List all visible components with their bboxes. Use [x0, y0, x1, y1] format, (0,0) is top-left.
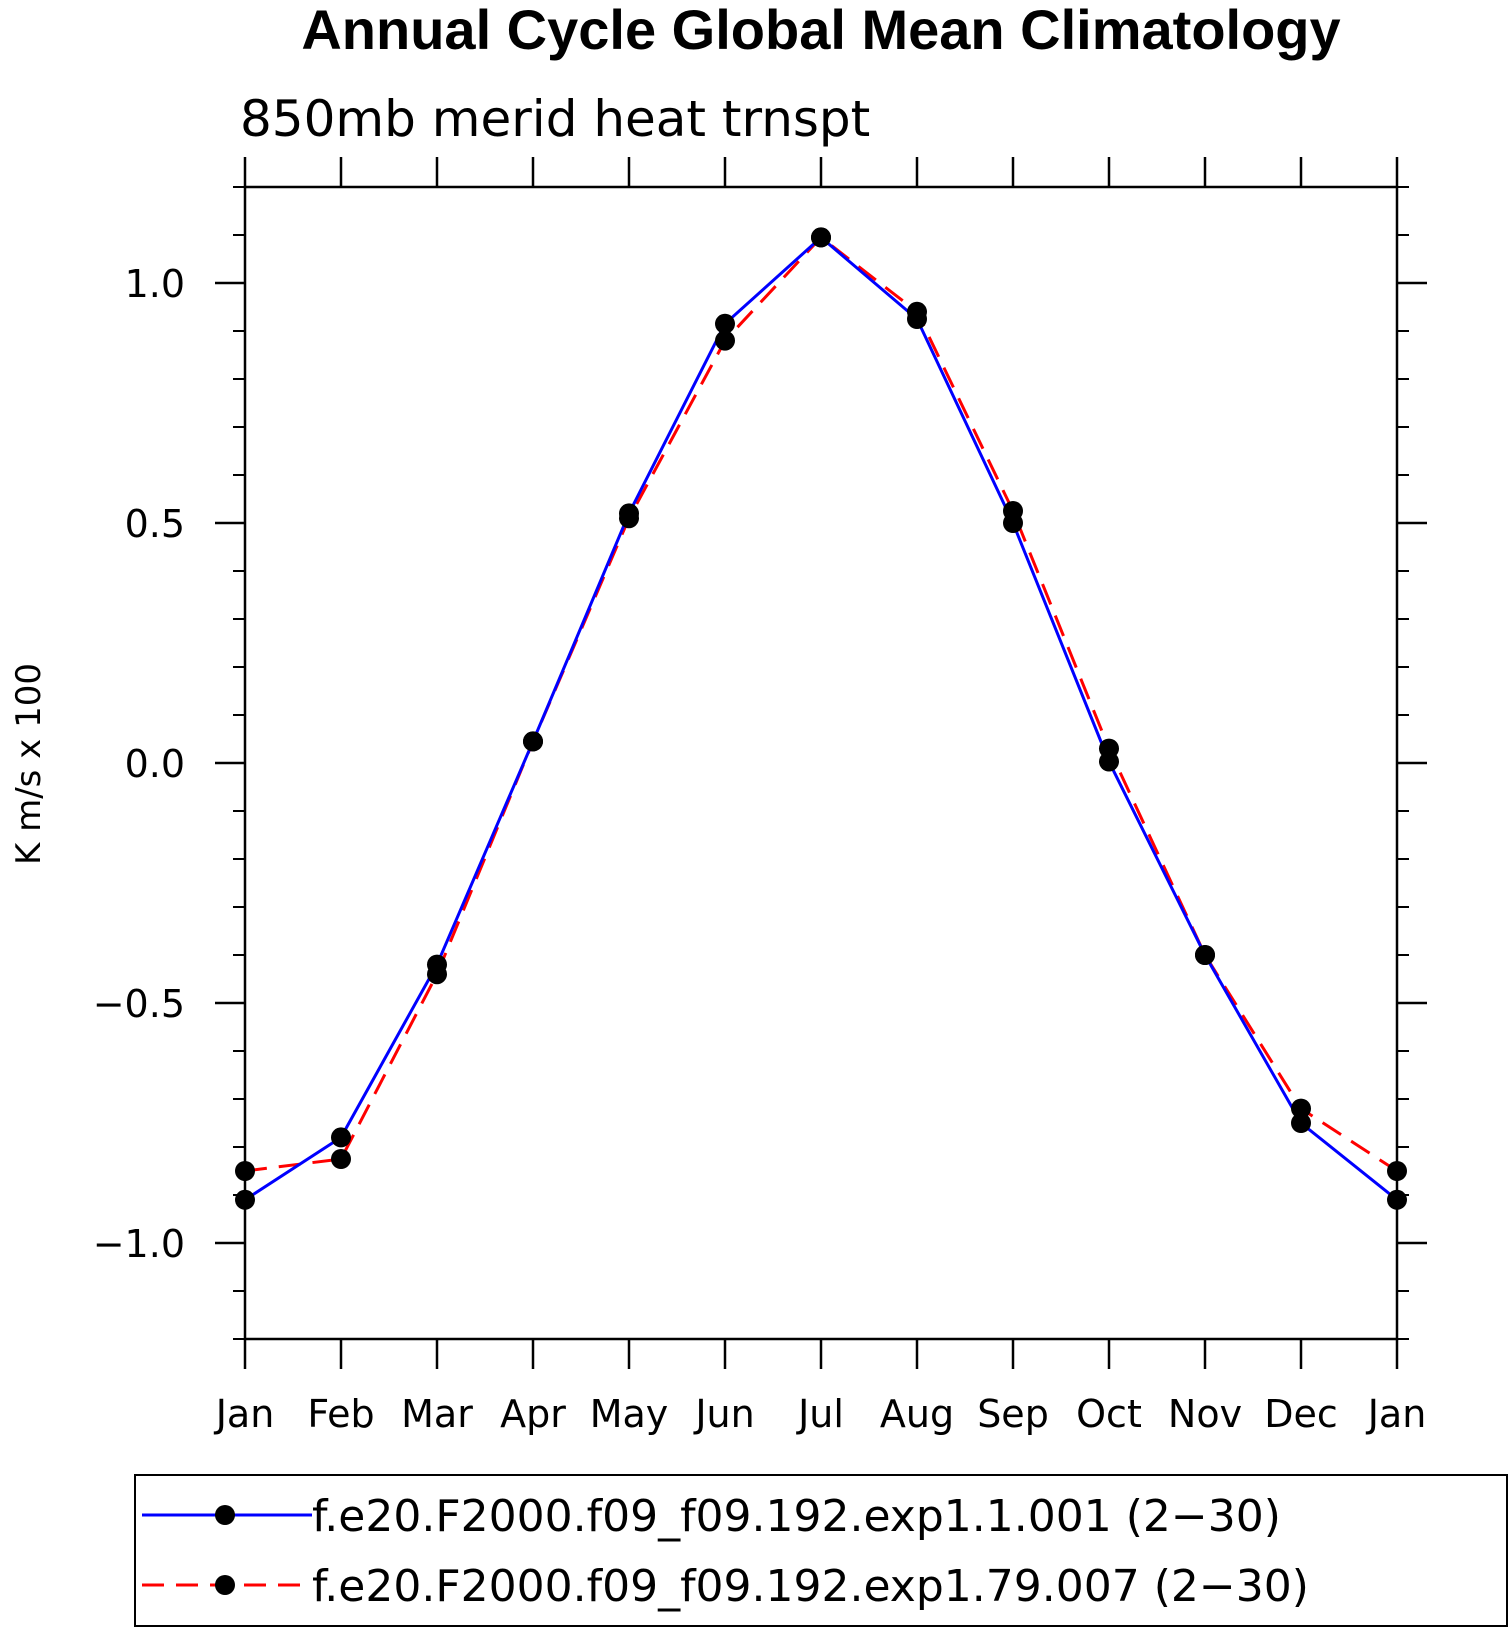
data-point-series-2 — [1195, 945, 1215, 965]
data-point-series-1 — [331, 1127, 351, 1148]
x-tick-label: Jul — [796, 1392, 844, 1436]
x-tick-label: Nov — [1168, 1392, 1242, 1436]
series-line-1 — [244, 235, 1398, 1202]
x-tick-label: Oct — [1076, 1392, 1142, 1436]
axis-ticks — [215, 157, 1427, 1369]
x-tick-label: Sep — [977, 1392, 1049, 1436]
legend-label-2: f.e20.F2000.f09_f09.192.exp1.79.007 (2−3… — [312, 1561, 1309, 1612]
legend-marker-2 — [215, 1575, 235, 1595]
chart-title: Annual Cycle Global Mean Climatology — [301, 0, 1340, 61]
x-tick-label: Feb — [307, 1392, 374, 1436]
data-point-series-2 — [427, 964, 447, 985]
y-tick-label: −0.5 — [93, 982, 185, 1026]
y-tick-label: 0.0 — [125, 742, 185, 786]
x-tick-label: Aug — [880, 1392, 954, 1436]
legend-box — [134, 1474, 1508, 1627]
data-point-series-2 — [331, 1149, 351, 1169]
data-point-series-2 — [1099, 738, 1119, 759]
x-tick-label: Apr — [500, 1392, 566, 1436]
series-group — [235, 227, 1407, 1210]
data-point-series-2 — [715, 330, 735, 351]
data-point-series-2 — [811, 227, 831, 248]
x-tick-label: Jun — [693, 1392, 754, 1436]
x-tick-label: Jan — [1366, 1392, 1427, 1436]
data-point-series-2 — [235, 1161, 255, 1181]
y-tick-label: −1.0 — [93, 1222, 185, 1266]
legend-label-1: f.e20.F2000.f09_f09.192.exp1.1.001 (2−30… — [312, 1491, 1281, 1542]
legend: f.e20.F2000.f09_f09.192.exp1.1.001 (2−30… — [142, 1491, 1309, 1612]
data-point-series-1 — [1291, 1113, 1311, 1133]
x-tick-labels: Jan Feb Mar Apr May Jun Jul Aug Sep Oct Nov Dec Jan — [214, 1392, 1427, 1436]
data-point-series-2 — [1387, 1161, 1407, 1181]
y-tick-label: 1.0 — [125, 262, 185, 306]
data-point-series-2 — [907, 301, 927, 322]
data-point-series-2 — [523, 731, 543, 752]
y-tick-labels: −1.0 −0.5 0.0 0.5 1.0 — [93, 262, 185, 1266]
x-tick-label: Dec — [1264, 1392, 1338, 1436]
data-point-series-1 — [715, 313, 735, 334]
data-point-series-2 — [1291, 1098, 1311, 1119]
plot-frame — [243, 185, 1399, 1341]
x-tick-label: Jan — [214, 1392, 275, 1436]
data-point-series-2 — [619, 508, 639, 529]
data-point-series-1 — [235, 1189, 255, 1210]
legend-marker-1 — [215, 1505, 235, 1525]
y-tick-label: 0.5 — [125, 502, 185, 546]
y-axis-label: K m/s x 100 — [9, 663, 49, 865]
data-point-series-1 — [1387, 1189, 1407, 1210]
chart-subtitle: 850mb merid heat trnspt — [240, 90, 870, 148]
x-tick-label: Mar — [401, 1392, 473, 1436]
series-line-2 — [244, 235, 1398, 1173]
data-point-series-2 — [1003, 501, 1023, 521]
x-tick-label: May — [590, 1392, 669, 1436]
